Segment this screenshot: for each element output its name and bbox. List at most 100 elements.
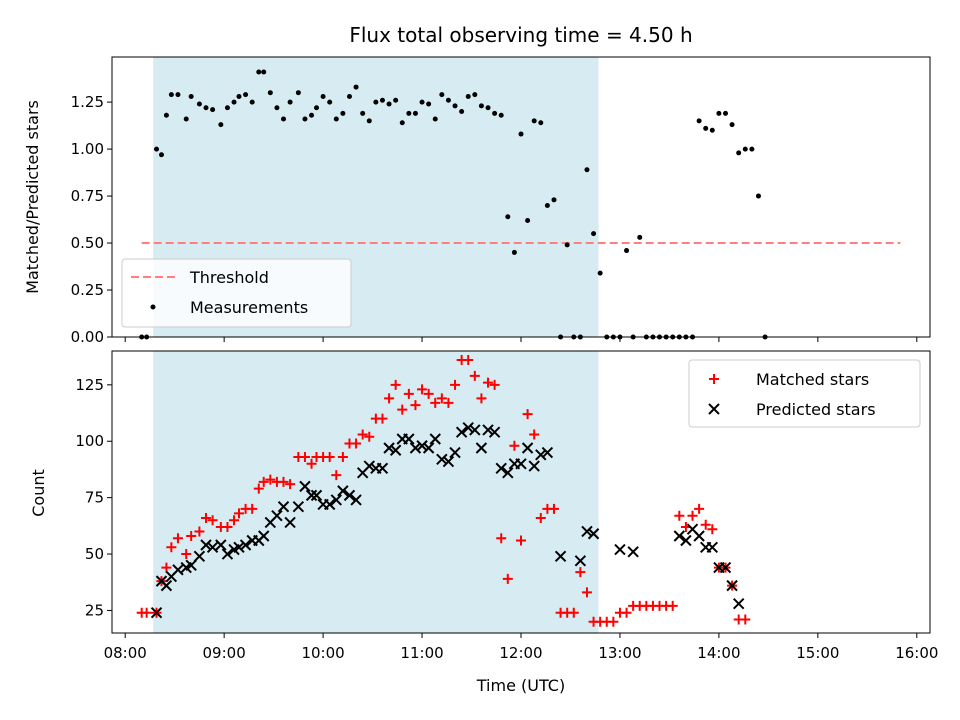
measurement-point <box>531 118 537 124</box>
matched-star-point <box>548 503 559 514</box>
measurement-point <box>287 99 293 105</box>
predicted-star-point <box>185 559 197 572</box>
matched-star-point <box>194 526 205 537</box>
predicted-star-point <box>206 541 219 553</box>
predicted-star-point <box>330 494 342 506</box>
measurement-point <box>188 93 194 99</box>
top-y-tick-label: 1.00 <box>71 140 104 158</box>
predicted-star-point <box>528 460 540 472</box>
measurement-point <box>386 101 392 107</box>
matched-legend-label: Matched stars <box>756 370 869 389</box>
measurement-point <box>452 103 458 109</box>
predicted-star-point <box>515 458 527 470</box>
predicted-star-point <box>436 453 448 465</box>
matched-star-point <box>377 413 388 424</box>
predicted-star-point <box>614 543 626 556</box>
measurement-point <box>154 146 160 152</box>
predicted-star-point <box>469 424 481 436</box>
measurement-point <box>379 97 385 103</box>
matched-star-point <box>141 607 152 618</box>
predicted-star-point <box>310 489 323 502</box>
x-axis-label: Time (UTC) <box>476 676 565 695</box>
measurement-point <box>231 99 237 105</box>
matched-star-point <box>581 587 592 598</box>
matched-star-point <box>529 429 540 440</box>
predicted-legend-marker <box>708 403 720 415</box>
measurements-legend-label: Measurements <box>190 298 308 317</box>
matched-star-point <box>436 393 447 404</box>
measurement-point <box>505 214 511 220</box>
matched-star-point <box>535 512 546 523</box>
measurement-point <box>236 93 242 99</box>
matched-star-point <box>476 393 487 404</box>
matched-star-point <box>207 515 218 526</box>
measurement-point <box>551 197 557 203</box>
measurement-point <box>736 150 742 156</box>
matched-star-point <box>331 470 342 481</box>
matched-star-point <box>229 515 240 526</box>
measurement-point <box>755 193 761 199</box>
x-tick-label: 10:00 <box>301 644 344 662</box>
measurement-point <box>309 112 315 118</box>
predicted-star-point <box>455 426 468 438</box>
predicted-star-point <box>416 440 428 452</box>
matched-star-point <box>161 562 172 573</box>
measurement-point <box>465 93 471 99</box>
measurement-point <box>360 110 366 116</box>
predicted-star-point <box>376 462 389 475</box>
x-tick-label: 14:00 <box>697 644 740 662</box>
measurement-point <box>445 97 451 103</box>
measurement-point <box>373 99 379 105</box>
predicted-star-point <box>693 530 705 542</box>
measurement-point <box>256 69 262 75</box>
matched-star-point <box>265 474 276 485</box>
predicted-star-point <box>581 525 593 538</box>
bottom-y-tick-label: 100 <box>75 432 104 450</box>
matched-star-point <box>443 397 454 408</box>
predicted-star-point <box>726 579 738 592</box>
predicted-legend-label: Predicted stars <box>756 400 876 419</box>
predicted-star-point <box>221 548 234 560</box>
matched-star-point <box>166 542 177 553</box>
predicted-star-point <box>627 546 639 558</box>
measurement-point <box>591 231 597 237</box>
measurement-point <box>274 105 280 111</box>
measurement-point <box>419 99 425 105</box>
predicted-star-point <box>233 541 245 553</box>
predicted-star-point <box>389 444 402 456</box>
top-y-tick-label: 0.00 <box>71 328 104 346</box>
matched-star-point <box>172 533 183 544</box>
measurements-legend-marker <box>150 304 156 310</box>
predicted-star-point <box>587 528 600 540</box>
measurement-point <box>203 105 209 111</box>
predicted-star-point <box>541 446 554 459</box>
top-y-tick-label: 0.50 <box>71 234 104 252</box>
measurement-point <box>249 99 255 105</box>
matched-star-point <box>496 533 507 544</box>
predicted-star-point <box>482 424 494 436</box>
matched-star-point <box>337 452 348 463</box>
predicted-star-point <box>172 564 184 576</box>
measurement-point <box>412 110 418 116</box>
measurement-point <box>393 97 399 103</box>
measurement-point <box>485 105 491 111</box>
matched-star-point <box>306 458 317 469</box>
predicted-star-point <box>449 446 461 459</box>
matched-star-point <box>700 519 711 530</box>
measurement-point <box>511 249 517 255</box>
predicted-star-point <box>680 534 692 547</box>
threshold-legend-label: Threshold <box>189 268 269 287</box>
measurement-point <box>406 110 412 116</box>
predicted-star-point <box>160 579 173 592</box>
matched-star-point <box>608 616 619 627</box>
measurement-point <box>696 118 702 124</box>
bottom-panel: 25 50 75 100 125 08:00 09:00 10:00 11:00 12:00 13… <box>75 350 938 662</box>
matched-star-point <box>430 397 441 408</box>
predicted-star-point <box>475 442 488 454</box>
measurement-point <box>624 248 630 254</box>
measurement-point <box>459 108 465 114</box>
measurement-point <box>749 146 755 152</box>
predicted-star-point <box>343 489 356 502</box>
bottom-y-tick-label: 25 <box>85 601 104 619</box>
